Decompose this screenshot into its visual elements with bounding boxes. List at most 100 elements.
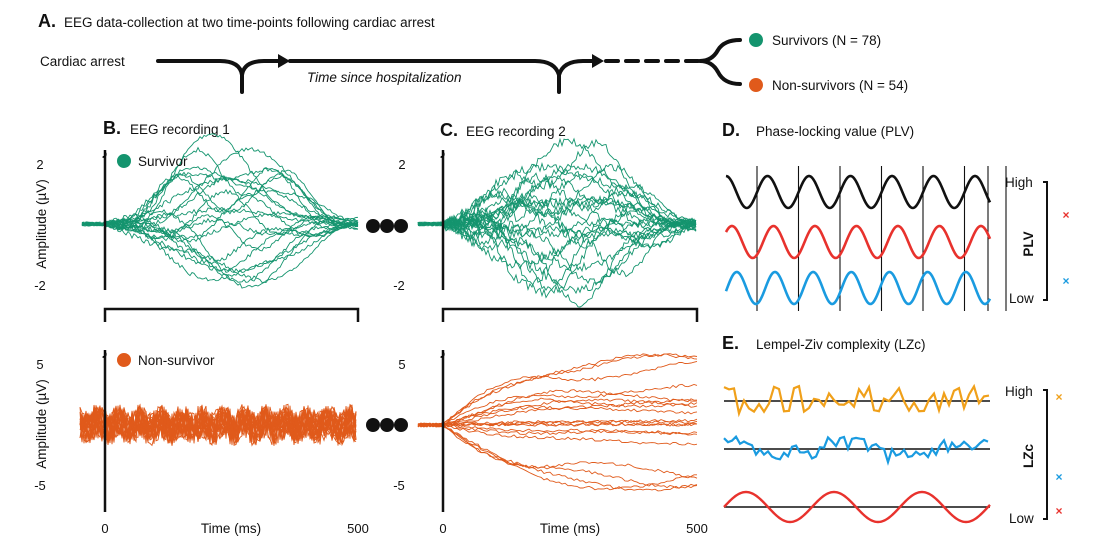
lzc-blue-marker-icon: × (1055, 470, 1062, 484)
panel-d-letter: D. (722, 120, 740, 140)
eeg-trace (81, 167, 359, 231)
nonsurvivor-ytick-top-b: 5 (36, 357, 43, 372)
lzc-axis-label: LZc (1021, 444, 1036, 468)
plv-phase-lines (756, 166, 1007, 311)
stimulus-note-icon-c2: ♪ (439, 345, 446, 361)
eeg-trace (417, 422, 698, 446)
panel-e: E. Lempel-Ziv complexity (LZc) High Low … (722, 333, 1063, 526)
bracket-b (103, 307, 360, 322)
timeline-arrow-2 (592, 54, 604, 68)
nonsurvivors-label: Non-survivors (N = 54) (772, 78, 908, 93)
nonsurvivor-ytick-bottom-b: -5 (34, 478, 46, 493)
cardiac-arrest-label: Cardiac arrest (40, 54, 125, 69)
plv-low-wave (724, 270, 992, 306)
xtick-0-b: 0 (101, 521, 108, 536)
eeg-trace (417, 422, 698, 489)
survivor-ytick-bottom-b: -2 (34, 278, 46, 293)
eeg-trace (79, 403, 357, 445)
eeg-trace (81, 214, 359, 252)
eeg-trace (81, 188, 359, 236)
lzc-high-signal (723, 383, 990, 418)
eeg-trace (417, 353, 698, 428)
eeg-trace (417, 422, 698, 492)
plv-low-label: Low (1009, 291, 1034, 306)
plv-red-marker-icon: × (1062, 208, 1069, 222)
lzc-mid-signal (723, 434, 989, 466)
nonsurvivor-ytick-top-c: 5 (398, 357, 405, 372)
survivor-ytick-bottom-c: -2 (393, 278, 405, 293)
eeg-trace (417, 397, 698, 427)
stimulus-note-icon-b1: ♪ (101, 145, 108, 161)
eeg-trace (417, 137, 697, 231)
timeline (156, 38, 742, 94)
eeg-trace (81, 218, 359, 264)
eeg-trace (417, 422, 698, 435)
timeline-fork (698, 38, 742, 86)
eeg-trace (417, 398, 698, 428)
eeg-trace (417, 176, 697, 244)
lzc-low-label: Low (1009, 511, 1034, 526)
nonsurvivor-legend-label: Non-survivor (138, 353, 215, 368)
xtick-0-c: 0 (439, 521, 446, 536)
eeg-trace (417, 214, 697, 291)
eeg-trace (417, 173, 697, 230)
plv-axis-label: PLV (1021, 231, 1036, 256)
survivor-legend-label: Survivor (138, 154, 188, 169)
survivor-y-label: Amplitude (µV) (34, 179, 49, 269)
timeline-branch-1 (156, 59, 280, 94)
plv-high-wave (725, 174, 992, 210)
ellipsis-bottom (366, 418, 408, 432)
panel-d: D. Phase-locking value (PLV) High Low PL… (722, 120, 1070, 311)
lzc-axis (1043, 389, 1048, 520)
eeg-trace (417, 422, 697, 491)
eeg-trace (417, 161, 697, 227)
panel-c-title: EEG recording 2 (466, 124, 566, 139)
nonsurvivor-row: Amplitude (µV) 5 -5 5 -5 ♪ ♪ Non-survivo… (34, 345, 708, 536)
stimulus-note-icon-b2: ♪ (101, 345, 108, 361)
panel-a-letter: A. (38, 11, 56, 31)
eeg-trace (79, 404, 357, 447)
xtick-500-b: 500 (347, 521, 369, 536)
survivor-row: Amplitude (µV) 2 -2 2 -2 ♪ ♪ Survivor (34, 133, 699, 322)
bracket-c (441, 307, 699, 322)
nonsurvivors-dot (749, 78, 763, 92)
plv-blue-marker-icon: × (1062, 274, 1069, 288)
timeline-label: Time since hospitalization (307, 70, 461, 85)
survivor-traces-recording-1 (81, 133, 359, 289)
x-label-b: Time (ms) (201, 521, 261, 536)
eeg-trace (417, 163, 697, 232)
ellipsis-top (366, 219, 408, 233)
nonsurvivor-y-label: Amplitude (µV) (34, 379, 49, 469)
eeg-trace (81, 209, 359, 289)
lzc-high-label: High (1005, 384, 1033, 399)
panel-b-title: EEG recording 1 (130, 122, 230, 137)
nonsurvivor-traces-recording-2 (417, 353, 698, 492)
plv-high-label: High (1005, 175, 1033, 190)
panel-e-letter: E. (722, 333, 739, 353)
survivor-traces-recording-2 (417, 137, 697, 308)
eeg-trace (417, 217, 697, 286)
eeg-trace (79, 404, 357, 446)
survivors-dot (749, 33, 763, 47)
timeline-branch-2 (288, 59, 594, 94)
survivor-ytick-top-c: 2 (398, 157, 405, 172)
eeg-trace (417, 221, 697, 271)
eeg-trace (79, 406, 357, 446)
nonsurvivor-ytick-bottom-c: -5 (393, 478, 405, 493)
plv-mid-wave (724, 224, 992, 260)
survivors-label: Survivors (N = 78) (772, 33, 881, 48)
eeg-trace (417, 383, 698, 428)
eeg-trace (81, 133, 359, 231)
xtick-500-c: 500 (686, 521, 708, 536)
panel-a-title: EEG data-collection at two time-points f… (64, 15, 435, 30)
lzc-red-marker-icon: × (1055, 504, 1062, 518)
timeline-arrow-1 (278, 54, 290, 68)
eeg-trace (417, 360, 698, 428)
eeg-trace (417, 423, 698, 479)
nonsurvivor-traces-recording-1 (79, 403, 357, 447)
lzc-orange-marker-icon: × (1055, 390, 1062, 404)
lzc-low-signal (723, 490, 991, 524)
survivor-ytick-top-b: 2 (36, 157, 43, 172)
eeg-trace (417, 193, 697, 238)
survivor-dot (117, 154, 131, 168)
